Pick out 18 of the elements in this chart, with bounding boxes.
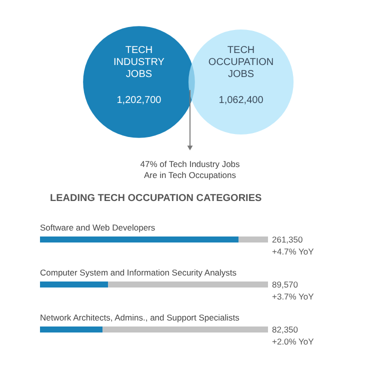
bar [102,326,268,332]
bar [108,282,268,288]
text: 47% of Tech Industry Jobs Are in Tech Occupations [140,159,240,180]
y-tick-label: Software and Web Developers [40,222,156,232]
data-label: 1,062,400 [218,95,264,106]
data-label: 261,350 +4.7% YoY [272,234,314,256]
category-label: TECH OCCUPATION JOBS [208,45,274,80]
bar [238,236,268,242]
bar [40,282,108,288]
data-label: 82,350 +2.0% YoY [272,324,314,346]
data-label: 1,202,700 [116,95,162,106]
y-tick-label: Network Architects, Admins., and Support Specialists [40,312,240,322]
chart-title: LEADING TECH OCCUPATION CATEGORIES [50,193,262,204]
category-label: TECH INDUSTRY JOBS [114,45,165,80]
bar [40,236,239,242]
y-tick-label: Computer System and Information Security Analysts [40,268,237,278]
bar [40,326,103,332]
data-label: 89,570 +3.7% YoY [272,280,314,302]
